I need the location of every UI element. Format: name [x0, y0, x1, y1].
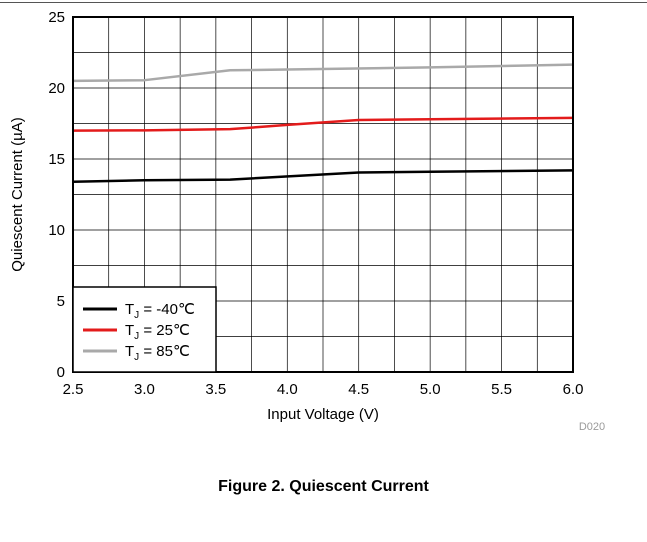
x-tick-label: 5.0: [420, 381, 441, 398]
quiescent-current-chart: 2.5 3.0 3.5 4.0 4.5 5.0 5.5 6.0 0 5 10 15 20 25 Input…: [9, 9, 605, 433]
x-tick-label: 5.5: [491, 381, 512, 398]
y-tick-label: 15: [48, 151, 65, 168]
y-tick-label: 0: [57, 364, 65, 381]
x-axis-label: Input Voltage (V): [267, 406, 379, 423]
legend-label-2: TJ = 25℃: [125, 322, 190, 342]
legend: TJ = -40℃TJ = 25℃TJ = 85℃: [72, 286, 217, 373]
x-tick-label: 6.0: [563, 381, 584, 398]
tick-labels: 2.5 3.0 3.5 4.0 4.5 5.0 5.5 6.0 0 5 10 15 20 25: [48, 9, 583, 398]
y-tick-label: 20: [48, 80, 65, 97]
x-tick-label: 3.5: [205, 381, 226, 398]
plot-frame: [72, 16, 574, 373]
y-tick-label: 10: [48, 222, 65, 239]
series-line-2: [72, 116, 574, 132]
series-line-1: [72, 169, 574, 183]
figure-caption: Figure 2. Quiescent Current: [218, 478, 429, 495]
legend-label-1: TJ = -40℃: [125, 301, 195, 321]
y-tick-label: 25: [48, 9, 65, 26]
page-top-rule: [0, 2, 647, 3]
chart-series: [72, 63, 574, 183]
x-tick-label: 4.0: [277, 381, 298, 398]
x-tick-label: 2.5: [63, 381, 84, 398]
y-tick-label: 5: [57, 293, 65, 310]
legend-label-3: TJ = 85℃: [125, 343, 190, 363]
y-axis-label: Quiescent Current (µA): [9, 117, 26, 272]
figure-id: D020: [579, 421, 605, 433]
series-line-3: [72, 63, 574, 83]
x-tick-label: 3.0: [134, 381, 155, 398]
x-tick-label: 4.5: [348, 381, 369, 398]
